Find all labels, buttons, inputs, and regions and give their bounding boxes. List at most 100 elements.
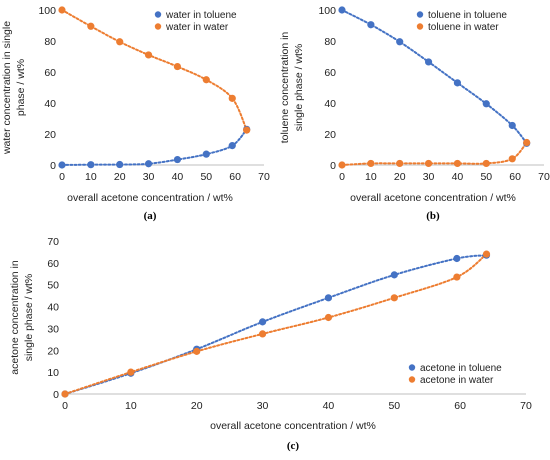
y-axis-title: acetone concentration in single phase / w… — [9, 260, 35, 375]
y-axis-title-line: toluene concentration in — [279, 32, 291, 144]
y-tick-label: 70 — [47, 236, 59, 248]
data-point — [116, 38, 124, 46]
y-axis-title-line: water concentration in single — [1, 21, 13, 155]
y-axis-title-line: phase / wt% — [15, 59, 27, 116]
y-tick-label: 30 — [47, 323, 59, 335]
data-point — [453, 79, 462, 87]
data-point — [338, 161, 346, 169]
legend-label: water in water — [165, 22, 229, 33]
y-axis-title-line: single phase / wt% — [293, 44, 305, 132]
data-point — [258, 330, 267, 338]
data-point — [202, 76, 210, 84]
data-point — [61, 390, 69, 398]
data-point — [338, 6, 346, 14]
x-tick-label: 0 — [62, 400, 68, 412]
x-tick-label: 50 — [388, 400, 400, 412]
x-tick-label: 70 — [538, 171, 550, 183]
x-tick-label: 0 — [339, 171, 345, 183]
data-point — [144, 160, 153, 168]
legend-label: water in toluene — [165, 10, 237, 21]
x-tick-label: 30 — [423, 171, 435, 183]
y-tick-label: 80 — [44, 36, 56, 48]
x-tick-label: 70 — [258, 171, 270, 183]
data-point — [508, 121, 516, 130]
y-axis-title: water concentration in single phase / wt% — [1, 21, 27, 155]
x-tick-label: 50 — [200, 171, 212, 183]
legend-marker — [154, 11, 162, 18]
data-point — [453, 159, 462, 168]
data-point — [58, 161, 66, 169]
data-point — [367, 21, 375, 29]
data-point — [508, 155, 516, 163]
y-tick-label: 20 — [324, 129, 336, 141]
x-tick-label: 0 — [59, 171, 65, 183]
data-point — [173, 155, 182, 164]
legend-marker — [408, 364, 416, 371]
series-trendline — [61, 128, 248, 166]
x-tick-label: 40 — [172, 171, 184, 183]
data-point — [202, 150, 210, 158]
y-tick-label: 40 — [44, 98, 56, 110]
panel-label: (b) — [426, 210, 440, 222]
y-tick-label: 80 — [324, 36, 336, 48]
x-axis-title: overall acetone concentration / wt% — [350, 192, 516, 204]
x-axis-title: overall acetone concentration / wt% — [210, 420, 376, 432]
y-tick-label: 0 — [53, 389, 59, 401]
series-trendline — [64, 253, 488, 395]
data-point — [228, 94, 236, 102]
panel-label: (c) — [287, 440, 300, 452]
data-point — [482, 159, 490, 168]
chart-panel-c: 0 10 20 30 40 50 60 70 0 10 20 30 40 50 60 70 overall ac… — [9, 236, 532, 452]
data-point — [87, 22, 95, 30]
data-point — [482, 250, 491, 258]
y-tick-label: 40 — [324, 98, 336, 110]
data-point — [243, 126, 251, 134]
x-tick-label: 60 — [509, 171, 521, 183]
series-trendline — [64, 254, 488, 395]
data-point — [324, 294, 333, 302]
x-tick-label: 10 — [125, 400, 137, 412]
x-tick-label: 30 — [143, 171, 155, 183]
x-tick-label: 20 — [114, 171, 126, 183]
chart-panel-a: 0 10 20 30 40 50 60 70 0 20 40 60 80 100 overall aceto… — [1, 5, 270, 222]
y-axis-title-line: single phase / wt% — [23, 274, 35, 362]
y-tick-label: 50 — [47, 280, 59, 292]
y-tick-label: 10 — [47, 367, 59, 379]
data-point — [193, 347, 201, 355]
x-tick-label: 10 — [85, 171, 97, 183]
data-point — [367, 159, 375, 168]
y-tick-label: 0 — [330, 160, 336, 172]
data-point — [482, 100, 490, 108]
x-tick-label: 30 — [257, 400, 269, 412]
legend-marker — [416, 23, 424, 30]
legend-label: toluene in water — [428, 22, 499, 33]
data-point — [390, 271, 398, 279]
legend-label: acetone in toluene — [420, 363, 502, 374]
data-point — [228, 142, 236, 150]
x-tick-label: 40 — [452, 171, 464, 183]
data-point — [396, 38, 404, 46]
data-point — [453, 254, 461, 263]
data-point — [144, 51, 153, 59]
data-point — [116, 160, 124, 169]
y-axis-title-line: acetone concentration in — [9, 260, 21, 375]
data-point — [396, 159, 404, 168]
y-axis-title: toluene concentration in single phase / w… — [279, 32, 305, 144]
chart-panel-b: 0 10 20 30 40 50 60 70 0 20 40 60 80 100 overall aceto… — [279, 5, 550, 222]
x-axis-title: overall acetone concentration / wt% — [67, 192, 233, 204]
x-tick-label: 20 — [191, 400, 203, 412]
y-tick-label: 100 — [318, 5, 336, 17]
data-point — [390, 294, 398, 302]
x-tick-label: 70 — [520, 400, 532, 412]
y-tick-label: 0 — [50, 160, 56, 172]
x-tick-label: 40 — [323, 400, 335, 412]
data-point — [173, 62, 182, 71]
x-tick-label: 50 — [480, 171, 492, 183]
data-point — [58, 6, 66, 14]
x-tick-label: 60 — [229, 171, 241, 183]
y-tick-label: 60 — [47, 258, 59, 270]
data-point — [424, 58, 433, 66]
legend-marker — [416, 11, 424, 18]
x-tick-label: 10 — [365, 171, 377, 183]
legend-marker — [154, 23, 162, 30]
